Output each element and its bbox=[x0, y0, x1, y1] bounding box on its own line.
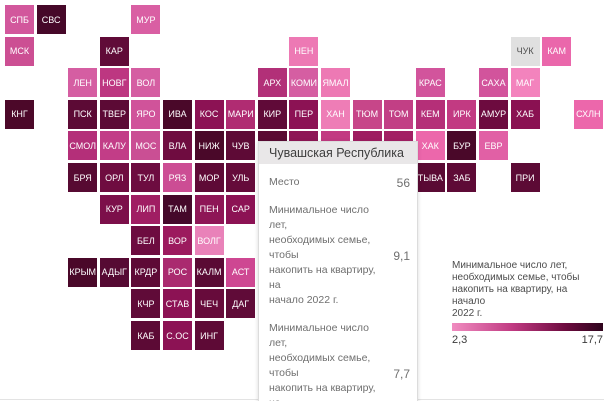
region-tile-КЕМ[interactable]: КЕМ bbox=[415, 99, 445, 129]
tooltip-row-label: Минимальное число лет, необходимых семье… bbox=[269, 322, 376, 401]
region-tile-ИРК[interactable]: ИРК bbox=[447, 99, 477, 129]
region-tooltip: Чувашская Республика Место 56 Минимальное … bbox=[258, 141, 418, 401]
tooltip-row: Минимальное число лет, необходимых семье… bbox=[269, 321, 410, 401]
region-tile-ХАН[interactable]: ХАН bbox=[321, 99, 350, 129]
region-tile-ДАГ[interactable]: ДАГ bbox=[226, 289, 256, 319]
tooltip-row-value: 56 bbox=[396, 175, 410, 190]
region-tile-КАЛУ[interactable]: КАЛУ bbox=[99, 131, 129, 161]
region-tile-АМУР[interactable]: АМУР bbox=[479, 99, 508, 129]
region-tile-СВС[interactable]: СВС bbox=[36, 5, 66, 34]
region-tile-ЗАБ[interactable]: ЗАБ bbox=[447, 163, 477, 192]
legend-range: 2,3 17,7 bbox=[452, 334, 603, 346]
tooltip-row-label: Место bbox=[269, 176, 300, 188]
region-tile-МСК[interactable]: МСК bbox=[5, 36, 34, 66]
region-tile-САХА[interactable]: САХА bbox=[479, 68, 508, 98]
region-tile-КАЛМ[interactable]: КАЛМ bbox=[194, 257, 224, 287]
legend-min-label: 2,3 bbox=[452, 334, 468, 346]
region-tile-АСТ[interactable]: АСТ bbox=[226, 257, 256, 287]
region-tile-ТВЕР[interactable]: ТВЕР bbox=[99, 99, 129, 129]
region-tile-ЧЕЧ[interactable]: ЧЕЧ bbox=[194, 289, 224, 319]
region-tile-С.ОС[interactable]: С.ОС bbox=[163, 321, 192, 350]
region-tile-КРДР[interactable]: КРДР bbox=[131, 257, 161, 287]
region-tile-МОС[interactable]: МОС bbox=[131, 131, 161, 161]
region-tile-ИВА[interactable]: ИВА bbox=[163, 99, 192, 129]
region-tile-КИР[interactable]: КИР bbox=[257, 99, 287, 129]
region-tile-ЧУК[interactable]: ЧУК bbox=[510, 36, 540, 66]
region-tile-НИЖ[interactable]: НИЖ bbox=[194, 131, 224, 161]
region-tile-ПСК[interactable]: ПСК bbox=[68, 99, 98, 129]
region-tile-БЕЛ[interactable]: БЕЛ bbox=[131, 226, 161, 256]
region-tile-КНГ[interactable]: КНГ bbox=[5, 99, 34, 129]
region-tile-КРЫМ[interactable]: КРЫМ bbox=[68, 257, 98, 287]
region-tile-ВОР[interactable]: ВОР bbox=[163, 226, 192, 256]
region-tile-УЛЬ[interactable]: УЛЬ bbox=[226, 163, 256, 192]
region-tile-МАГ[interactable]: МАГ bbox=[510, 68, 540, 98]
region-tile-ТЮМ[interactable]: ТЮМ bbox=[352, 99, 382, 129]
region-tile-ЧУВ[interactable]: ЧУВ bbox=[226, 131, 256, 161]
tooltip-row: Минимальное число лет, необходимых семье… bbox=[269, 203, 410, 308]
region-tile-КАБ[interactable]: КАБ bbox=[131, 321, 161, 350]
region-tile-МУР[interactable]: МУР bbox=[131, 5, 161, 34]
region-tile-ПЕР[interactable]: ПЕР bbox=[289, 99, 319, 129]
region-tile-ЛИП[interactable]: ЛИП bbox=[131, 194, 161, 224]
region-tile-ПЕН[interactable]: ПЕН bbox=[194, 194, 224, 224]
region-tile-КРАС[interactable]: КРАС bbox=[415, 68, 445, 98]
region-tile-МАРИ[interactable]: МАРИ bbox=[226, 99, 256, 129]
tooltip-body: Место 56 Минимальное число лет, необходимы… bbox=[259, 164, 417, 401]
tooltip-row: Место 56 bbox=[269, 175, 410, 190]
region-tile-ЕВР[interactable]: ЕВР bbox=[479, 131, 508, 161]
region-tile-ХАК[interactable]: ХАК bbox=[415, 131, 445, 161]
region-tile-КОМИ[interactable]: КОМИ bbox=[289, 68, 319, 98]
region-tile-ИНГ[interactable]: ИНГ bbox=[194, 321, 224, 350]
region-tile-НЕН[interactable]: НЕН bbox=[289, 36, 319, 66]
tooltip-row-label: Минимальное число лет, необходимых семье… bbox=[269, 204, 376, 306]
region-tile-КАР[interactable]: КАР bbox=[99, 36, 129, 66]
region-tile-БУР[interactable]: БУР bbox=[447, 131, 477, 161]
region-tile-КОС[interactable]: КОС bbox=[194, 99, 224, 129]
region-tile-ЯМАЛ[interactable]: ЯМАЛ bbox=[321, 68, 350, 98]
region-tile-ОРЛ[interactable]: ОРЛ bbox=[99, 163, 129, 192]
region-tile-ЛЕН[interactable]: ЛЕН bbox=[68, 68, 98, 98]
region-tile-ТАМ[interactable]: ТАМ bbox=[163, 194, 192, 224]
region-tile-КЧР[interactable]: КЧР bbox=[131, 289, 161, 319]
tooltip-title: Чувашская Республика bbox=[259, 142, 417, 164]
tooltip-row-value: 9,1 bbox=[393, 248, 410, 263]
region-tile-НОВГ[interactable]: НОВГ bbox=[99, 68, 129, 98]
region-tile-АРХ[interactable]: АРХ bbox=[257, 68, 287, 98]
legend: Минимальное число лет, необходимых семье… bbox=[452, 260, 603, 346]
legend-gradient-bar bbox=[452, 323, 603, 331]
legend-title: Минимальное число лет, необходимых семье… bbox=[452, 260, 580, 319]
region-tile-САР[interactable]: САР bbox=[226, 194, 256, 224]
region-tile-РОС[interactable]: РОС bbox=[163, 257, 192, 287]
region-tile-ТЫВА[interactable]: ТЫВА bbox=[415, 163, 445, 192]
region-tile-ХАБ[interactable]: ХАБ bbox=[510, 99, 540, 129]
region-tile-КАМ[interactable]: КАМ bbox=[542, 36, 572, 66]
tooltip-row-value: 7,7 bbox=[393, 366, 410, 381]
region-tile-МОР[interactable]: МОР bbox=[194, 163, 224, 192]
legend-max-label: 17,7 bbox=[581, 334, 603, 346]
region-tile-БРЯ[interactable]: БРЯ bbox=[68, 163, 98, 192]
region-tile-ТУЛ[interactable]: ТУЛ bbox=[131, 163, 161, 192]
region-tile-ВОЛГ[interactable]: ВОЛГ bbox=[194, 226, 224, 256]
region-tile-РЯЗ[interactable]: РЯЗ bbox=[163, 163, 192, 192]
region-tile-СХЛН[interactable]: СХЛН bbox=[573, 99, 603, 129]
region-tile-ЯРО[interactable]: ЯРО bbox=[131, 99, 161, 129]
region-tile-ВЛА[interactable]: ВЛА bbox=[163, 131, 192, 161]
region-tile-СМОЛ[interactable]: СМОЛ bbox=[68, 131, 98, 161]
region-tile-ПРИ[interactable]: ПРИ bbox=[510, 163, 540, 192]
region-tile-СПБ[interactable]: СПБ bbox=[5, 5, 34, 34]
region-tile-КУР[interactable]: КУР bbox=[99, 194, 129, 224]
region-tile-АДЫГ[interactable]: АДЫГ bbox=[99, 257, 129, 287]
region-tile-ТОМ[interactable]: ТОМ bbox=[384, 99, 414, 129]
region-tile-ВОЛ[interactable]: ВОЛ bbox=[131, 68, 161, 98]
region-tile-СТАВ[interactable]: СТАВ bbox=[163, 289, 192, 319]
